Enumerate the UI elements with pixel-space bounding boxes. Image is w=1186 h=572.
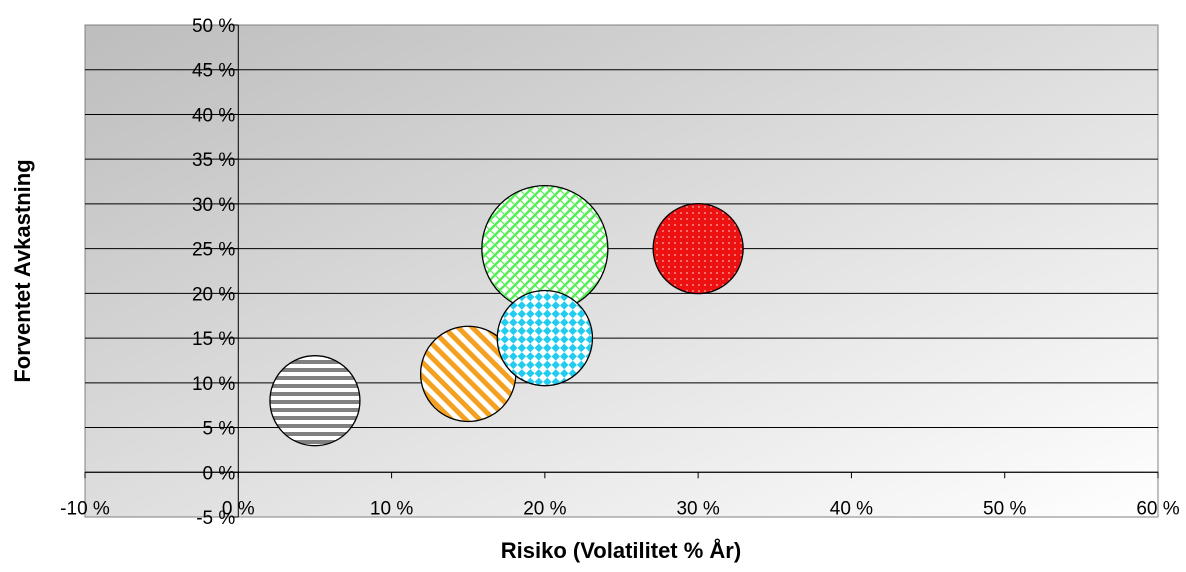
y-tick-label: 15 % (192, 329, 235, 350)
x-tick-label: 10 % (370, 498, 413, 519)
bubble (269, 355, 361, 447)
y-tick-label: 25 % (192, 240, 235, 261)
y-tick-label: 40 % (192, 105, 235, 126)
bubble (652, 202, 744, 295)
axes (84, 24, 1159, 518)
bubbles (269, 184, 744, 447)
x-tick-label: 30 % (676, 498, 719, 519)
y-tick-label: 5 % (203, 419, 236, 440)
plot-area (84, 24, 1159, 518)
x-tick-label: -10 % (60, 498, 110, 519)
x-tick-label: 0 % (222, 498, 255, 519)
bubble (496, 289, 594, 387)
y-axis-title: Forventet Avkastning (10, 159, 35, 382)
y-tick-label: 0 % (203, 463, 236, 484)
x-tick-label: 60 % (1136, 498, 1179, 519)
x-tick-label: 20 % (523, 498, 566, 519)
y-tick-label: 50 % (192, 16, 235, 37)
x-axis-title: Risiko (Volatilitet % År) (501, 537, 741, 563)
x-tick-label: 50 % (983, 498, 1026, 519)
y-tick-label: -5 % (196, 508, 235, 529)
grid-lines (85, 69, 1158, 473)
y-tick-label: 35 % (192, 150, 235, 171)
y-tick-label: 30 % (192, 195, 235, 216)
y-tick-label: 45 % (192, 61, 235, 82)
y-tick-label: 20 % (192, 284, 235, 305)
tick-labels: -10 % 0 % 10 % 20 % 30 % 40 % 50 % 60 %-5 %0 %5… (60, 16, 1180, 529)
x-tick-label: 40 % (830, 498, 873, 519)
y-tick-label: 10 % (192, 374, 235, 395)
